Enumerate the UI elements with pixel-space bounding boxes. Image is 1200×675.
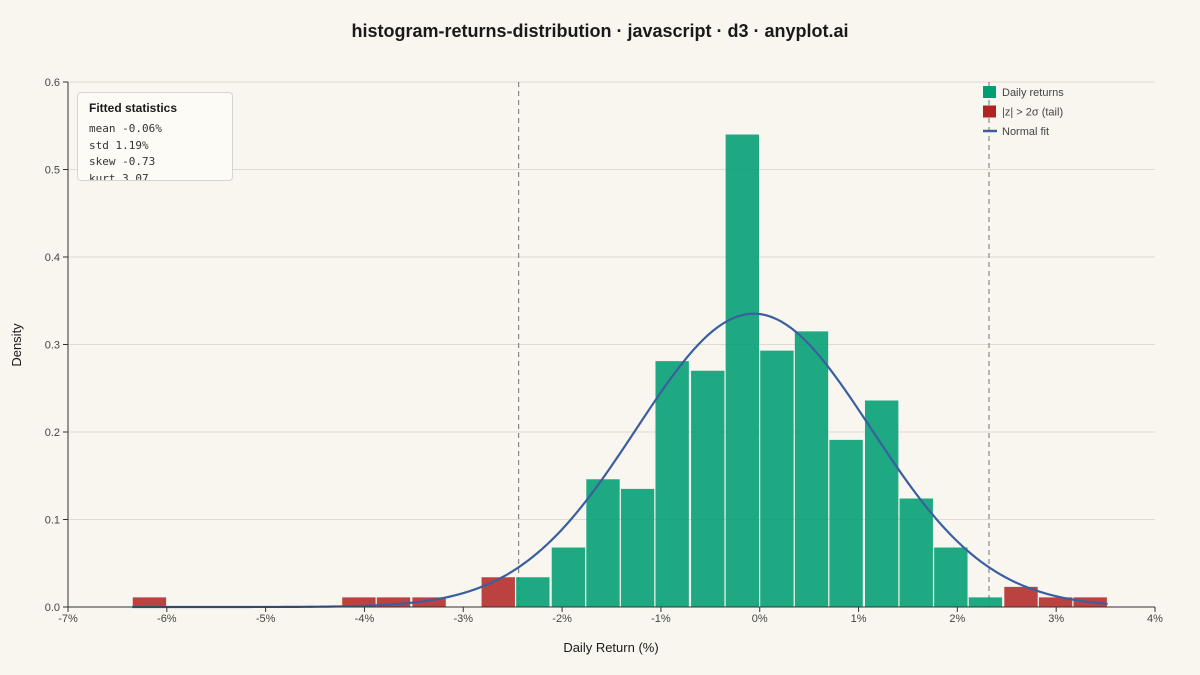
stats-title: Fitted statistics (89, 101, 178, 115)
x-tick-label: 4% (1147, 613, 1163, 625)
tail-bar (376, 597, 411, 607)
legend: Daily returns |z| > 2σ (tail) Normal fit (983, 86, 1064, 138)
histogram-bar (899, 498, 933, 607)
sigma-threshold-lines (518, 82, 990, 607)
tail-bar (481, 577, 515, 607)
legend-swatch-daily-returns (983, 86, 996, 98)
histogram-bars (132, 134, 1107, 607)
axes: -7% -6% -5% -4% -3% -2% -1% 0% 1% 2% 3% 4% 0.0 0.1 0.2… (45, 77, 1163, 625)
x-tick-label: 1% (851, 613, 867, 625)
y-tick-label: 0.5 (45, 165, 60, 177)
tail-bar (1004, 586, 1038, 607)
legend-swatch-tail (983, 105, 996, 118)
y-tick-label: 0.6 (45, 77, 60, 89)
x-tick-label: -3% (453, 613, 473, 625)
histogram-bar (968, 597, 1003, 607)
y-tick-label: 0.4 (45, 252, 60, 264)
histogram-bar (864, 400, 899, 607)
x-axis-label: Daily Return (%) (563, 640, 658, 655)
histogram-bar (586, 479, 620, 607)
histogram-bar (691, 370, 725, 607)
tail-bar (342, 597, 376, 607)
x-tick-label: -2% (552, 613, 572, 625)
y-axis-label: Density (9, 323, 24, 367)
x-tick-label: 2% (949, 613, 965, 625)
legend-label: Daily returns (1002, 87, 1064, 99)
tail-bar (132, 597, 167, 607)
stat-mean: mean -0.06% (89, 122, 162, 135)
legend-label: |z| > 2σ (tail) (1002, 107, 1063, 119)
histogram-bar (725, 134, 760, 607)
y-tick-label: 0.1 (45, 515, 60, 527)
chart-title: histogram-returns-distribution · javascr… (351, 21, 849, 41)
stat-std: std 1.19% (89, 138, 149, 152)
x-tick-label: -4% (355, 613, 375, 625)
histogram-bar (760, 350, 794, 607)
x-tick-label: -7% (58, 613, 78, 625)
fitted-statistics-box: Fitted statistics mean -0.06% std 1.19% … (77, 92, 233, 181)
x-tick-label: -5% (256, 613, 276, 625)
x-tick-label: 3% (1048, 613, 1064, 625)
histogram-bar (551, 547, 586, 607)
stat-skew: skew -0.73 (89, 155, 156, 168)
legend-label: Normal fit (1002, 126, 1049, 138)
histogram-bar (794, 331, 829, 607)
histogram-bar (934, 547, 968, 607)
y-tick-label: 0.2 (45, 427, 60, 439)
stat-kurt: kurt 3.07 (89, 171, 149, 181)
y-tick-label: 0.3 (45, 340, 60, 352)
histogram-bar (516, 577, 550, 607)
y-tick-label: 0.0 (45, 602, 60, 614)
histogram-bar (620, 488, 655, 607)
x-tick-label: 0% (752, 613, 768, 625)
x-tick-label: -1% (651, 613, 671, 625)
histogram-bar (655, 361, 689, 607)
tail-bar (412, 597, 446, 607)
x-tick-label: -6% (157, 613, 177, 625)
tail-bar (1038, 597, 1073, 607)
histogram-bar (829, 439, 863, 607)
